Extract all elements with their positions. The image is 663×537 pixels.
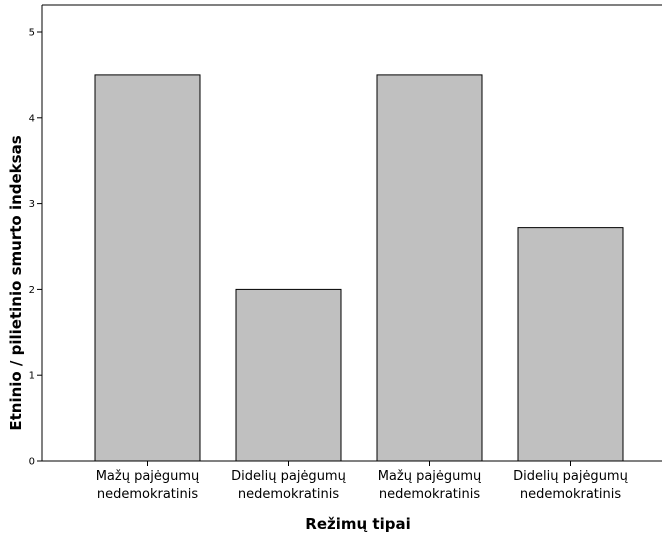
bar xyxy=(94,74,201,462)
x-category-label: Mažų pajėgumų xyxy=(378,469,482,484)
x-category-label: Didelių pajėgumų xyxy=(231,469,346,484)
y-tick-label: 5 xyxy=(29,28,35,39)
x-axis-category-labels: Mažų pajėgumų nedemokratinis Didelių pajėg… xyxy=(96,461,628,502)
y-tick-label: 2 xyxy=(29,285,35,296)
y-axis-ticks: 0 1 2 3 4 5 xyxy=(29,28,42,468)
x-category-label: Didelių pajėgumų xyxy=(513,469,628,484)
x-category-label: nedemokratinis xyxy=(97,487,199,502)
y-tick-label: 1 xyxy=(29,371,35,382)
x-category-label: nedemokratinis xyxy=(379,487,481,502)
y-tick-label: 3 xyxy=(29,199,35,210)
bar xyxy=(517,227,624,462)
y-tick-label: 0 xyxy=(29,457,35,468)
x-category-label: nedemokratinis xyxy=(520,487,622,502)
x-category-label: Mažų pajėgumų xyxy=(96,469,200,484)
y-axis-title: Etninio / pilietinio smurto indeksas xyxy=(7,135,25,430)
bars xyxy=(94,74,624,462)
x-category-label: nedemokratinis xyxy=(238,487,340,502)
bar xyxy=(235,288,342,462)
y-tick-label: 4 xyxy=(29,113,35,124)
bar xyxy=(376,74,483,462)
x-axis-title: Režimų tipai xyxy=(305,515,410,533)
